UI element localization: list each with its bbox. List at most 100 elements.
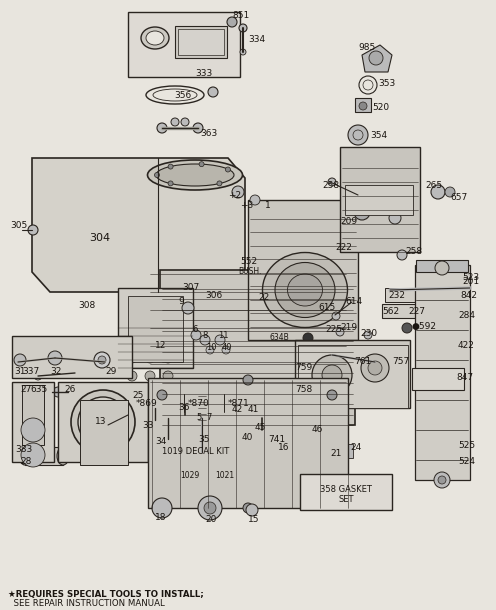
- Bar: [415, 265, 470, 480]
- Text: 305: 305: [10, 220, 27, 229]
- Circle shape: [193, 123, 203, 133]
- Bar: [382, 304, 434, 318]
- Text: 29: 29: [105, 367, 117, 376]
- Circle shape: [154, 173, 160, 178]
- Text: 209: 209: [340, 218, 357, 226]
- Circle shape: [227, 17, 237, 27]
- Circle shape: [194, 409, 202, 417]
- Text: 353: 353: [378, 79, 395, 87]
- Ellipse shape: [156, 164, 234, 186]
- Bar: [355, 98, 371, 112]
- Text: *869: *869: [136, 400, 158, 409]
- Bar: [255, 440, 280, 452]
- Circle shape: [363, 80, 373, 90]
- Text: 265: 265: [425, 181, 442, 190]
- Text: 520: 520: [372, 104, 389, 112]
- Text: 842: 842: [460, 290, 477, 300]
- Circle shape: [239, 24, 247, 32]
- Circle shape: [59, 371, 65, 377]
- Circle shape: [21, 443, 45, 467]
- Text: 308: 308: [78, 301, 95, 309]
- Circle shape: [434, 472, 450, 488]
- Text: *871: *871: [228, 400, 250, 409]
- Text: 25: 25: [132, 390, 143, 400]
- Text: 40: 40: [222, 343, 233, 353]
- Ellipse shape: [163, 439, 173, 461]
- Text: 333: 333: [195, 68, 212, 77]
- Text: 759: 759: [295, 364, 312, 373]
- Circle shape: [320, 452, 332, 464]
- Text: 7: 7: [206, 414, 211, 423]
- Circle shape: [127, 353, 137, 363]
- Text: 28: 28: [20, 458, 31, 467]
- Ellipse shape: [150, 420, 160, 440]
- Text: 635: 635: [30, 386, 47, 395]
- Circle shape: [98, 356, 106, 364]
- Text: 46: 46: [312, 426, 323, 434]
- Circle shape: [163, 335, 173, 345]
- Text: 219: 219: [340, 323, 357, 332]
- Circle shape: [243, 503, 253, 513]
- Circle shape: [327, 390, 337, 400]
- Text: 657: 657: [450, 193, 467, 203]
- Text: 41: 41: [248, 406, 259, 415]
- Ellipse shape: [147, 160, 243, 190]
- Bar: [58, 382, 148, 462]
- Text: 9: 9: [178, 298, 184, 306]
- Circle shape: [157, 123, 167, 133]
- Bar: [345, 185, 413, 215]
- Text: 354: 354: [370, 131, 387, 140]
- Circle shape: [21, 418, 45, 442]
- Circle shape: [327, 500, 337, 510]
- Text: 201: 201: [462, 278, 479, 287]
- Circle shape: [256, 434, 268, 446]
- Bar: [128, 12, 240, 77]
- Text: 358 GASKET: 358 GASKET: [320, 486, 372, 495]
- Text: 18: 18: [155, 514, 167, 523]
- Circle shape: [260, 438, 276, 454]
- Text: 10: 10: [206, 343, 216, 353]
- Circle shape: [48, 351, 62, 365]
- Text: 847: 847: [456, 373, 473, 382]
- Circle shape: [34, 372, 42, 380]
- Circle shape: [204, 502, 216, 514]
- Text: 383: 383: [15, 445, 32, 454]
- Bar: [178, 29, 224, 55]
- Text: 26: 26: [64, 386, 75, 395]
- Text: BUSH.: BUSH.: [238, 268, 261, 276]
- Bar: [295, 340, 410, 408]
- Text: 40: 40: [242, 434, 253, 442]
- Circle shape: [250, 195, 260, 205]
- Text: 307: 307: [182, 284, 199, 293]
- Circle shape: [53, 387, 63, 397]
- Circle shape: [163, 389, 173, 399]
- Text: 232: 232: [388, 292, 405, 301]
- Circle shape: [171, 118, 179, 126]
- Text: 27: 27: [20, 386, 31, 395]
- Circle shape: [322, 365, 342, 385]
- Circle shape: [328, 178, 336, 186]
- Circle shape: [199, 162, 204, 167]
- Ellipse shape: [185, 464, 199, 472]
- Circle shape: [127, 335, 137, 345]
- Circle shape: [225, 167, 231, 172]
- Text: 284: 284: [458, 310, 475, 320]
- Text: 525: 525: [458, 440, 475, 450]
- Circle shape: [240, 49, 246, 55]
- Circle shape: [93, 412, 113, 432]
- Circle shape: [397, 250, 407, 260]
- Text: 356: 356: [175, 90, 191, 99]
- Polygon shape: [298, 345, 408, 408]
- Circle shape: [354, 204, 370, 220]
- Ellipse shape: [19, 447, 31, 465]
- Circle shape: [222, 346, 230, 354]
- Circle shape: [204, 409, 212, 417]
- Circle shape: [94, 352, 110, 368]
- Circle shape: [157, 500, 167, 510]
- Bar: [340, 147, 420, 252]
- Bar: [148, 440, 243, 462]
- Polygon shape: [362, 45, 392, 72]
- Circle shape: [247, 413, 257, 423]
- Text: 36: 36: [178, 403, 189, 412]
- Circle shape: [28, 225, 38, 235]
